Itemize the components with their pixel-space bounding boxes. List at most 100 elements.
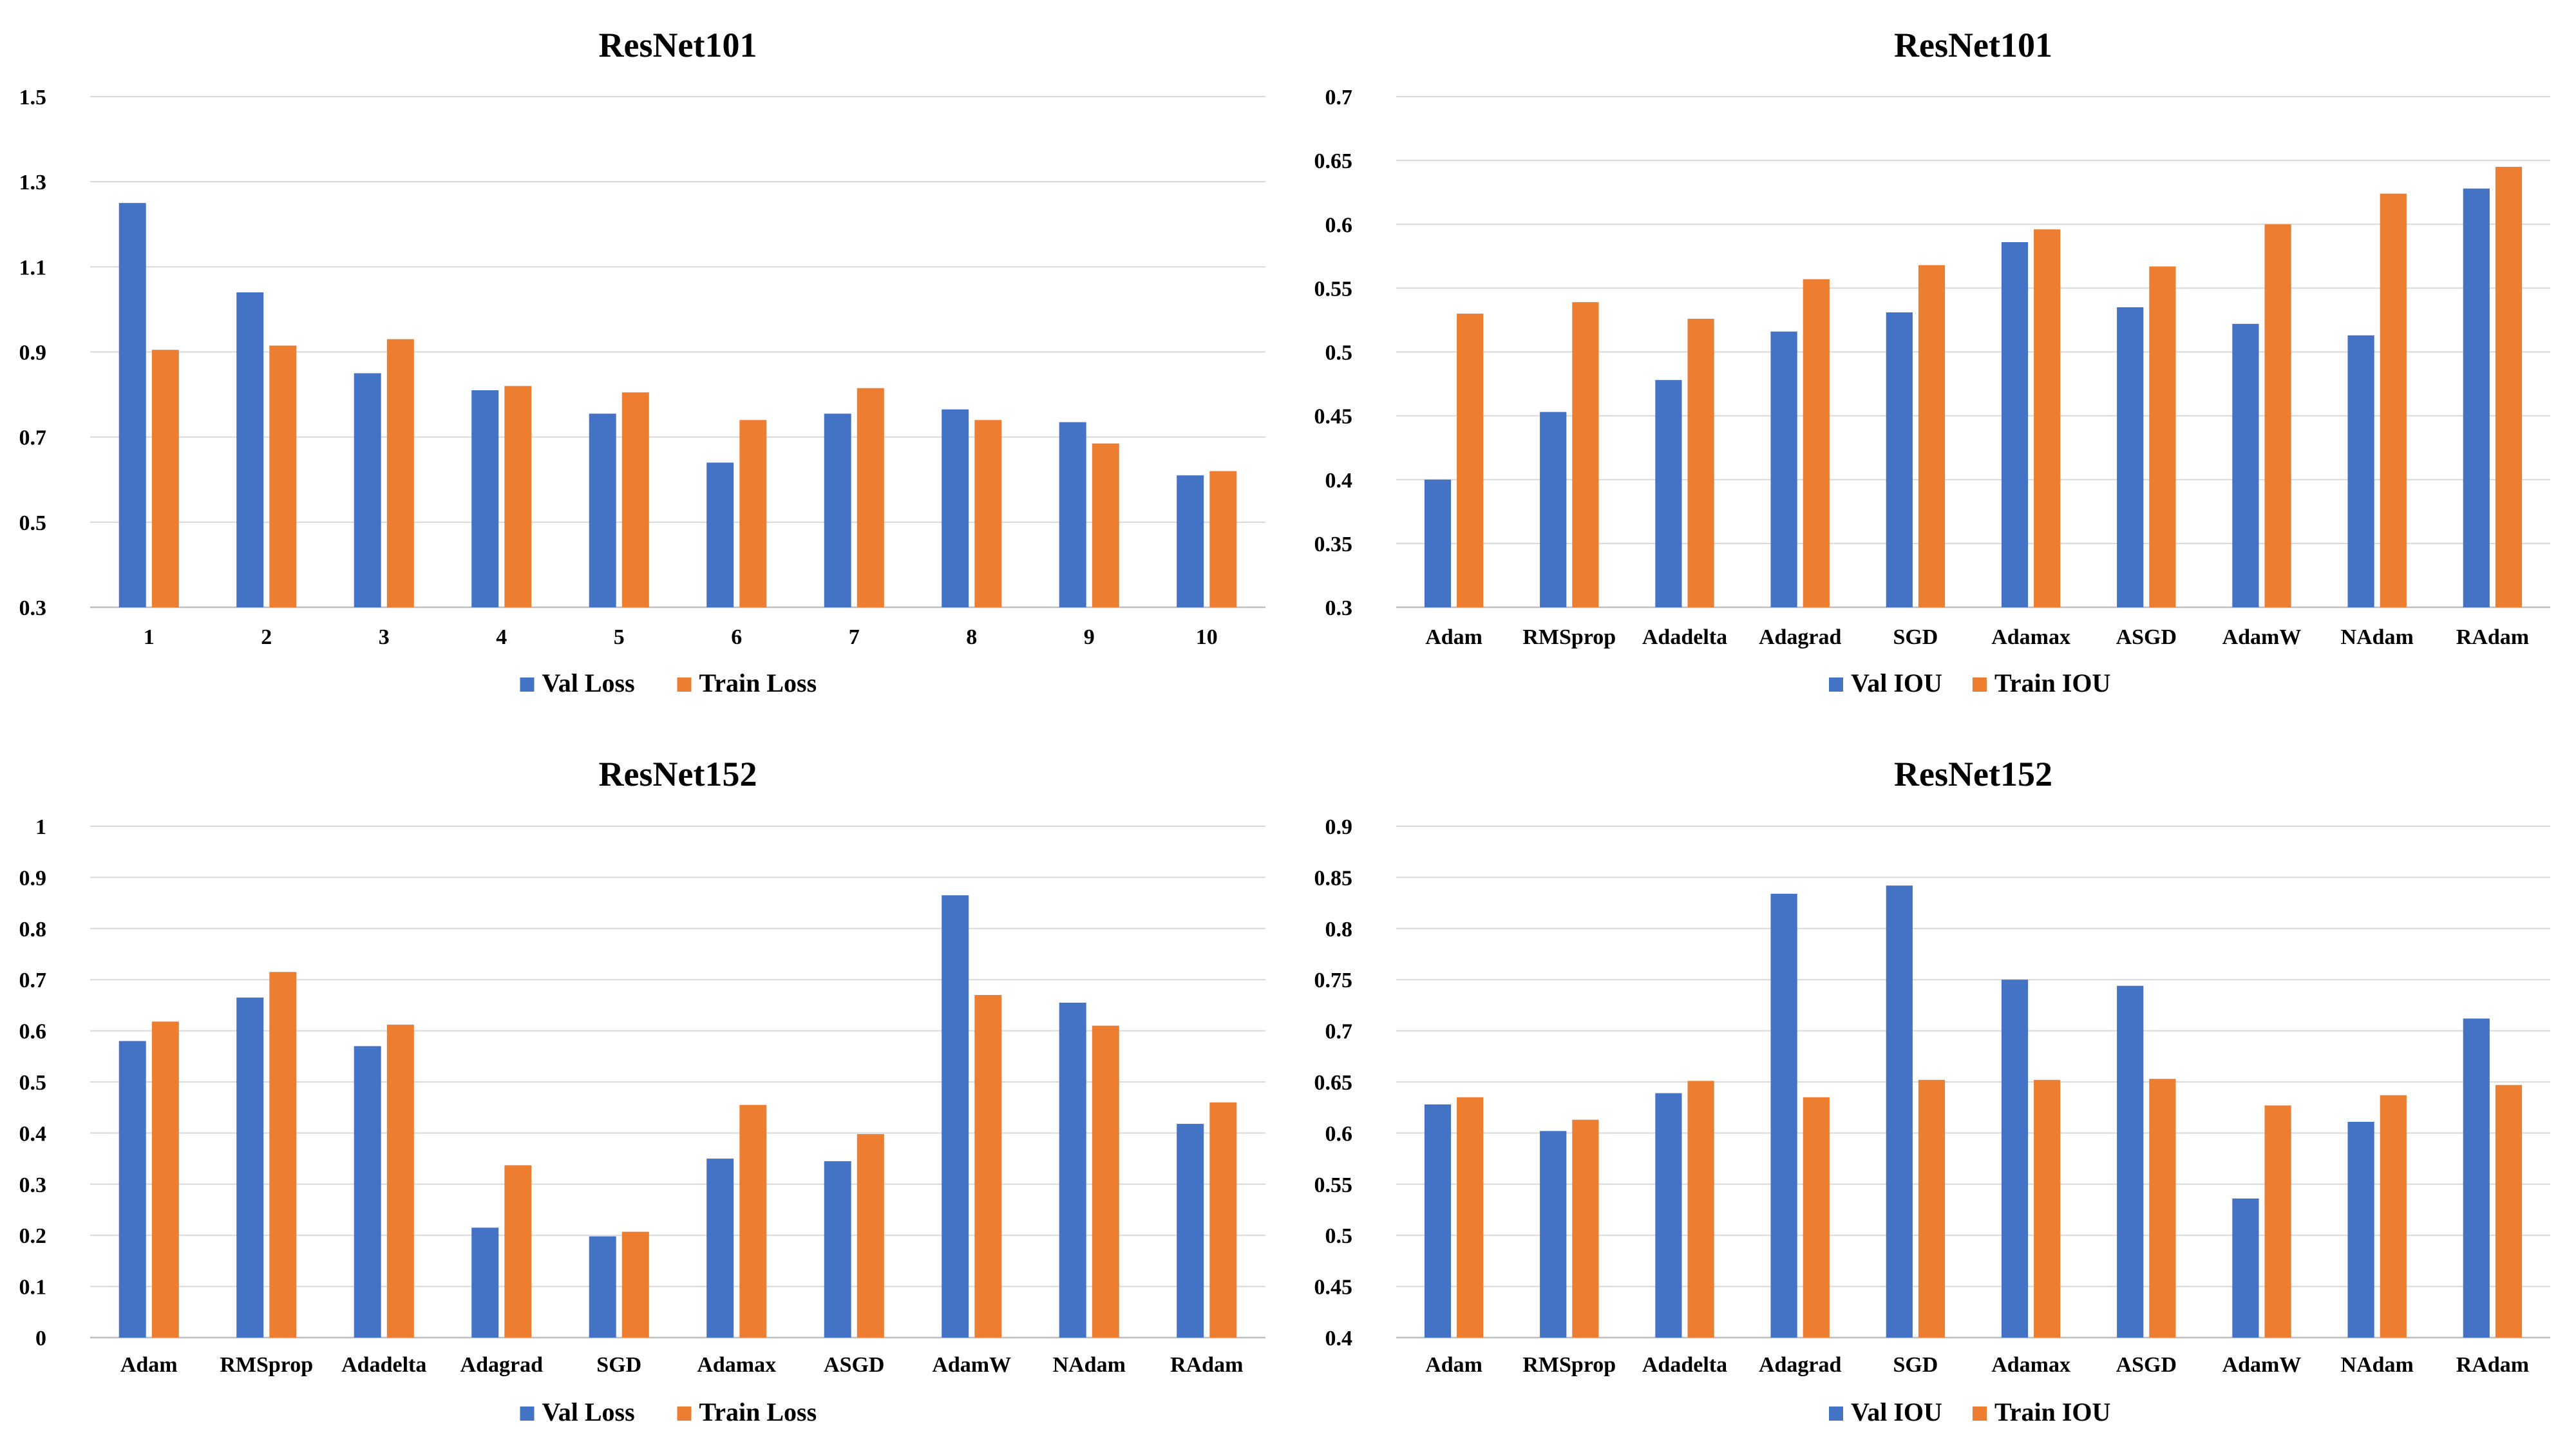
x-tick-label: AdamW — [2222, 625, 2302, 649]
y-tick-label: 0.45 — [1314, 405, 1353, 429]
bar-train-loss — [1209, 1102, 1237, 1338]
bar-val-iou — [1770, 331, 1797, 607]
x-tick-label: ASGD — [2116, 625, 2177, 649]
bar-val-loss — [942, 409, 969, 607]
y-tick-label: 1.5 — [19, 86, 47, 109]
bar-train-iou — [2034, 229, 2061, 607]
bar-train-loss — [269, 972, 297, 1338]
bar-train-loss — [621, 1231, 649, 1338]
y-tick-label: 0.65 — [1314, 149, 1353, 173]
legend-label: Val Loss — [542, 668, 635, 697]
bar-val-loss — [1177, 1124, 1204, 1338]
x-tick-label: 10 — [1196, 625, 1218, 649]
bar-val-loss — [471, 1227, 499, 1338]
x-tick-label: 9 — [1084, 625, 1095, 649]
y-tick-label: 0.7 — [1325, 1020, 1353, 1044]
y-tick-label: 0.8 — [19, 918, 47, 942]
bar-val-loss — [824, 1161, 851, 1338]
chart-title: ResNet101 — [1894, 26, 2052, 64]
x-tick-label: ASGD — [2116, 1353, 2177, 1377]
bar-val-iou — [2463, 188, 2490, 607]
bar-train-loss — [857, 1133, 884, 1338]
x-tick-label: 8 — [966, 625, 977, 649]
bar-train-iou — [2264, 1105, 2291, 1338]
y-tick-label: 0.6 — [1325, 1122, 1353, 1146]
x-tick-label: Adagrad — [1759, 625, 1842, 649]
bar-val-iou — [2001, 980, 2029, 1338]
bar-val-loss — [1059, 422, 1086, 607]
bar-val-loss — [942, 895, 969, 1338]
legend: Val Loss Train Loss — [520, 1397, 817, 1426]
legend-swatch — [1829, 677, 1843, 692]
x-tick-label: AdamW — [932, 1353, 1011, 1377]
y-tick-label: 1 — [35, 815, 46, 839]
bar-val-iou — [1424, 479, 1452, 607]
y-tick-label: 0.2 — [19, 1224, 47, 1248]
y-tick-label: 0.45 — [1314, 1276, 1353, 1300]
bar-val-iou — [1540, 1131, 1567, 1338]
y-tick-label: 0.5 — [1325, 1224, 1353, 1248]
x-tick-label: Adadelta — [341, 1353, 426, 1377]
legend: Val Loss Train Loss — [520, 668, 817, 697]
bar-val-loss — [118, 203, 146, 607]
legend-label: Val IOU — [1851, 1397, 1942, 1426]
bar-train-loss — [1209, 471, 1237, 607]
bar-val-iou — [1540, 412, 1567, 607]
bar-val-loss — [589, 1236, 616, 1338]
x-tick-label: RMSprop — [220, 1353, 313, 1377]
bar-train-iou — [2380, 1095, 2407, 1338]
legend-label: Train IOU — [1994, 668, 2110, 697]
y-tick-label: 0.5 — [19, 1071, 47, 1095]
bar-val-loss — [354, 373, 381, 607]
x-tick-label: ASGD — [824, 1353, 884, 1377]
bar-val-loss — [236, 292, 264, 607]
chart-title: ResNet152 — [1894, 755, 2052, 793]
bar-train-iou — [2380, 193, 2407, 607]
x-tick-label: SGD — [1893, 625, 1938, 649]
chart-title: ResNet101 — [599, 26, 757, 64]
y-tick-label: 0.85 — [1314, 866, 1353, 890]
legend-label: Train IOU — [1994, 1397, 2110, 1426]
x-tick-label: Adadelta — [1642, 1353, 1727, 1377]
bar-train-loss — [269, 345, 297, 607]
bar-val-iou — [2232, 323, 2259, 607]
chart-panel-1: ResNet101 0.3 0.5 0.7 0.9 1.1 1.3 1.5 1 2 3 4 5 6 7 8 9 1… — [19, 26, 1265, 697]
bar-train-iou — [2149, 266, 2176, 607]
bar-train-loss — [504, 386, 532, 607]
bar-val-iou — [2347, 335, 2374, 607]
bar-train-loss — [504, 1165, 532, 1338]
bar-val-loss — [589, 413, 616, 607]
bar-train-iou — [1803, 279, 1830, 607]
bar-val-loss — [824, 413, 851, 607]
y-tick-label: 0.5 — [19, 511, 47, 535]
y-tick-label: 0.35 — [1314, 533, 1353, 556]
x-tick-label: Adadelta — [1642, 625, 1727, 649]
bar-val-iou — [1770, 893, 1797, 1338]
x-tick-label: NAdam — [2341, 625, 2414, 649]
x-tick-label: RAdam — [1170, 1353, 1243, 1377]
bar-train-loss — [739, 420, 767, 607]
y-tick-label: 0.7 — [19, 426, 47, 450]
bar-val-iou — [1655, 380, 1682, 607]
y-tick-label: 0.9 — [1325, 815, 1353, 839]
x-tick-label: NAdam — [1053, 1353, 1126, 1377]
chart-panel-2: ResNet101 0.3 0.35 0.4 0.45 0.5 0.55 0.6 0.65 0.7… — [1314, 26, 2550, 697]
legend-swatch — [520, 1406, 535, 1421]
y-tick-label: 0.4 — [1325, 469, 1353, 493]
bar-val-iou — [2232, 1198, 2259, 1338]
y-tick-label: 1.1 — [19, 256, 47, 279]
legend-swatch — [1829, 1406, 1843, 1421]
bar-val-iou — [1655, 1093, 1682, 1338]
legend-swatch — [1973, 677, 1987, 692]
y-tick-label: 0.8 — [1325, 918, 1353, 942]
bar-train-loss — [151, 350, 179, 607]
x-tick-label: SGD — [596, 1353, 641, 1377]
bar-train-iou — [1918, 265, 1946, 607]
bar-train-iou — [1457, 314, 1484, 607]
bar-val-iou — [2347, 1121, 2374, 1338]
legend-swatch — [677, 1406, 692, 1421]
bar-train-iou — [1457, 1097, 1484, 1338]
bar-train-loss — [1092, 443, 1119, 607]
bar-train-iou — [1572, 1119, 1599, 1338]
